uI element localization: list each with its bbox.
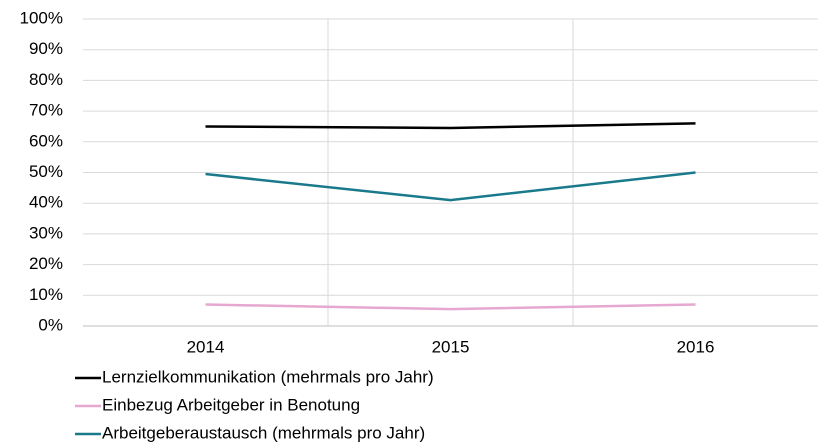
y-tick-label: 40%	[29, 193, 63, 212]
y-tick-label: 20%	[29, 254, 63, 273]
legend-label: Lernzielkommunikation (mehrmals pro Jahr…	[102, 367, 434, 386]
y-tick-label: 90%	[29, 39, 63, 58]
y-tick-label: 60%	[29, 131, 63, 150]
y-tick-label: 30%	[29, 223, 63, 242]
series-line	[205, 171, 696, 202]
series-line	[205, 303, 696, 311]
x-tick-label: 2016	[677, 337, 715, 356]
series-line	[205, 122, 696, 130]
y-tick-label: 70%	[29, 101, 63, 120]
x-tick-label: 2015	[432, 337, 470, 356]
x-tick-label: 2014	[187, 337, 225, 356]
y-tick-label: 10%	[29, 285, 63, 304]
y-tick-label: 0%	[38, 315, 63, 334]
y-tick-label: 100%	[20, 8, 63, 27]
legend-label: Einbezug Arbeitgeber in Benotung	[102, 395, 360, 414]
legend-label: Arbeitgeberaustausch (mehrmals pro Jahr)	[102, 423, 425, 442]
y-tick-label: 50%	[29, 162, 63, 181]
y-tick-label: 80%	[29, 70, 63, 89]
